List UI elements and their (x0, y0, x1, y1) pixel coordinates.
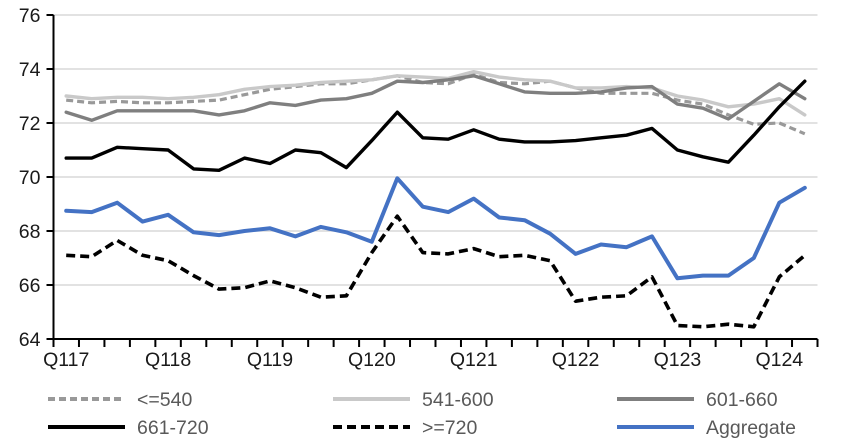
legend-item-2: 601-660 (617, 389, 778, 411)
x-tick-label-Q122: Q122 (552, 349, 600, 371)
y-tick-label-64: 64 (19, 329, 41, 351)
legend: <=540 541-600 601-660 661-720 >=720 Aggregate (48, 389, 796, 439)
series-line-1 (64, 69, 807, 117)
legend-item-0: <=540 (48, 389, 192, 411)
legend-label-4: >=720 (422, 417, 477, 439)
legend-item-1: 541-600 (333, 389, 494, 411)
y-tick-label-66: 66 (19, 275, 41, 297)
series-line-4 (66, 214, 806, 329)
x-tick-label-Q120: Q120 (348, 349, 396, 371)
y-tick-label-72: 72 (19, 113, 41, 135)
y-tick-label-74: 74 (19, 59, 41, 81)
legend-label-3: 661-720 (137, 417, 209, 439)
legend-item-4: >=720 (333, 417, 477, 439)
x-tick-label-Q123: Q123 (654, 349, 702, 371)
y-tick-label-76: 76 (19, 5, 41, 27)
x-tick-label-Q119: Q119 (247, 349, 293, 371)
x-tick-label-Q124: Q124 (755, 349, 803, 371)
axes: 64 66 68 70 72 74 76 Q117 Q118 Q119 Q120 Q121 Q122 Q1… (19, 5, 819, 371)
series-line-5 (64, 176, 807, 281)
legend-item-5: Aggregate (617, 417, 796, 439)
legend-label-1: 541-600 (422, 389, 494, 411)
legend-label-2: 601-660 (706, 389, 778, 411)
series-lines (64, 69, 807, 329)
x-tick-label-Q118: Q118 (145, 349, 191, 371)
series-line-2 (64, 74, 807, 123)
legend-item-3: 661-720 (48, 417, 209, 439)
series-line-3 (64, 79, 807, 173)
legend-label-5: Aggregate (706, 417, 796, 439)
gridlines (53, 14, 818, 286)
y-tick-label-68: 68 (19, 221, 41, 243)
x-tick-label-Q121: Q121 (450, 349, 498, 371)
y-tick-label-70: 70 (19, 167, 41, 189)
legend-label-0: <=540 (137, 389, 192, 411)
series-line-0 (66, 72, 806, 136)
x-tick-label-Q117: Q117 (43, 349, 89, 371)
